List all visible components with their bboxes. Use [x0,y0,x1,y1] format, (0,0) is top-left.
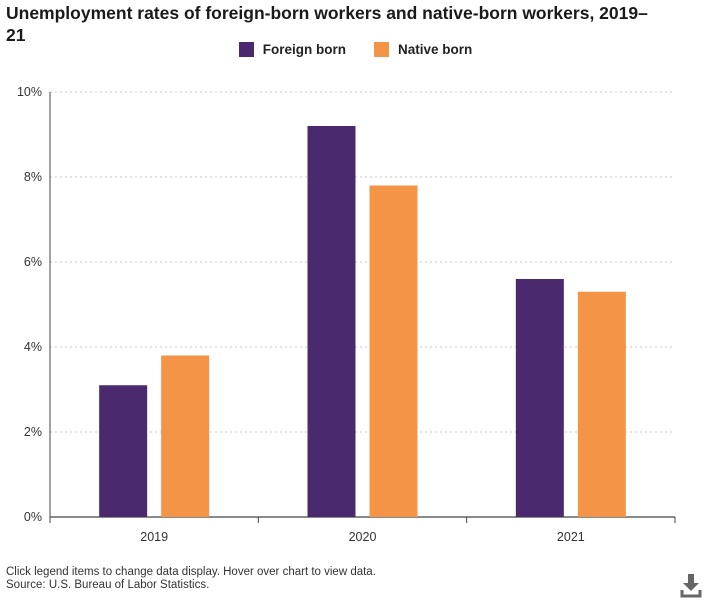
legend-label-foreign-born: Foreign born [262,42,346,57]
bar-foreign-born-2019[interactable]: Foreign born 2019: 3.1% [99,385,148,517]
legend-swatch-native-born [373,42,389,57]
x-tick-label: 2021 [557,530,585,544]
y-tick-label: 2% [24,425,42,439]
footer-source: Source: U.S. Bureau of Labor Statistics. [6,579,210,591]
bar-native-born-2019[interactable]: Native born 2019: 3.8% [161,355,210,518]
chart-legend: Foreign born Native born [0,42,711,57]
bar-native-born-2021[interactable]: Native born 2021: 5.3% [577,291,626,517]
footer-note: Click legend items to change data displa… [6,566,376,578]
download-button[interactable] [680,573,702,599]
bar-foreign-born-2020[interactable]: Foreign born 2020: 9.2% [307,126,356,517]
y-tick-label: 0% [24,510,42,524]
bar-foreign-born-2021[interactable]: Foreign born 2021: 5.6% [515,279,564,517]
chart-title: Unemployment rates of foreign-born worke… [6,3,648,45]
chart-footer: Click legend items to change data displa… [6,566,376,592]
legend-swatch-foreign-born [238,42,254,57]
legend-item-foreign-born[interactable]: Foreign born [238,42,346,57]
download-icon [680,574,702,598]
bar-native-born-2020[interactable]: Native born 2020: 7.8% [369,185,418,518]
y-tick-label: 10% [17,85,42,99]
x-tick-label: 2020 [349,530,377,544]
legend-label-native-born: Native born [397,42,473,57]
y-tick-label: 4% [24,340,42,354]
x-tick-label: 2019 [140,530,168,544]
bar-chart[interactable]: 0% 2% 4% 6% 8% 10% Foreign born 2019: 3.1% Nati… [0,0,711,560]
y-tick-label: 6% [24,255,42,269]
legend-item-native-born[interactable]: Native born [373,42,473,57]
y-tick-label: 8% [24,170,42,184]
